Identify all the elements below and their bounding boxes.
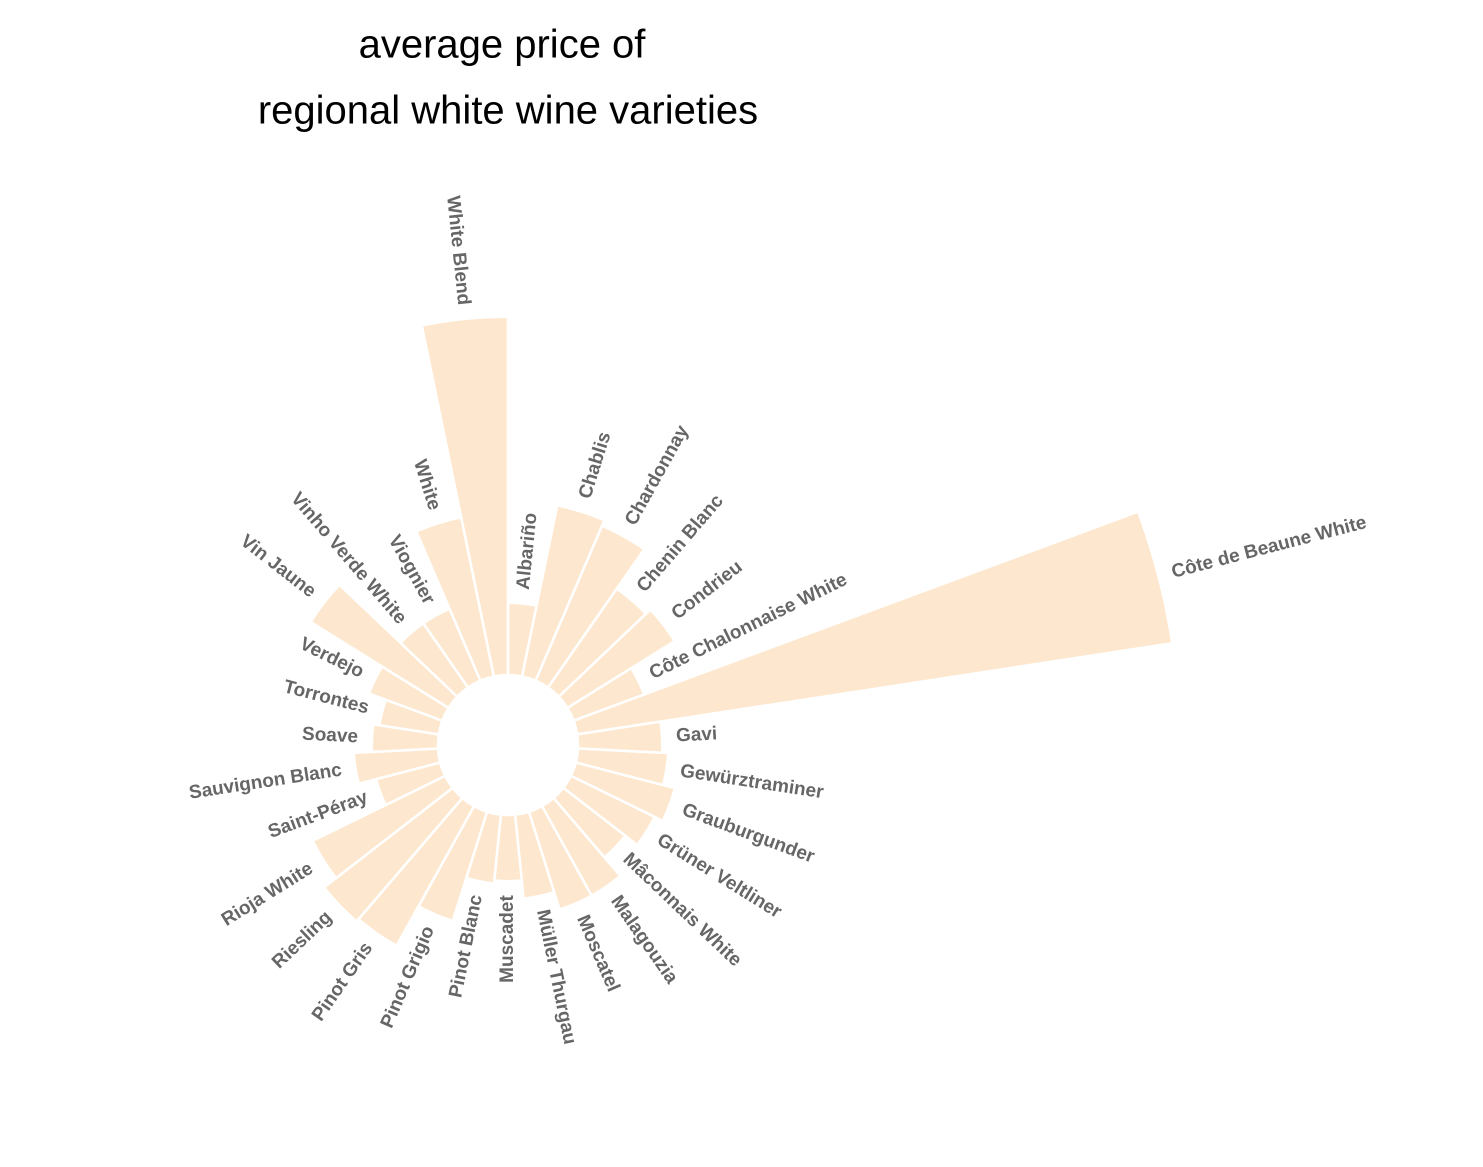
category-label: Albariño bbox=[513, 512, 542, 591]
bar bbox=[308, 583, 460, 710]
chart-title: regional white wine varieties bbox=[258, 89, 758, 133]
category-label: Pinot Gris bbox=[308, 939, 377, 1026]
bar bbox=[527, 804, 594, 912]
category-label: White Blend bbox=[442, 195, 474, 306]
category-label: Soave bbox=[302, 724, 359, 748]
category-label: Chardonnay bbox=[621, 422, 693, 529]
bar bbox=[311, 774, 455, 880]
bar bbox=[533, 524, 647, 690]
category-label: Côte de Beaune White bbox=[1169, 512, 1368, 583]
category-label: Torrontes bbox=[281, 676, 371, 718]
category-label: Moscatel bbox=[572, 912, 623, 995]
category-label: Gavi bbox=[676, 723, 718, 746]
bar bbox=[352, 747, 442, 786]
bar bbox=[513, 810, 556, 900]
bar bbox=[561, 774, 657, 847]
category-label: Chablis bbox=[575, 430, 616, 502]
category-label: Sauvignon Blanc bbox=[188, 760, 344, 804]
chart-title: average price of bbox=[359, 23, 647, 67]
bar bbox=[556, 607, 677, 710]
category-label: Vin Jaune bbox=[236, 531, 320, 602]
bar bbox=[370, 722, 441, 754]
bar bbox=[569, 761, 677, 823]
category-label: White bbox=[409, 457, 445, 513]
category-label: Müller Thurgau bbox=[532, 908, 580, 1047]
category-label: Riesling bbox=[268, 907, 336, 973]
category-label: Rioja White bbox=[218, 858, 317, 931]
category-label: Muscadet bbox=[497, 895, 518, 983]
category-label: Gewürztraminer bbox=[679, 761, 826, 804]
bar bbox=[420, 315, 510, 678]
bar bbox=[572, 510, 1174, 736]
category-label: Condrieu bbox=[668, 556, 747, 624]
bar bbox=[520, 503, 607, 683]
bar bbox=[322, 786, 465, 924]
